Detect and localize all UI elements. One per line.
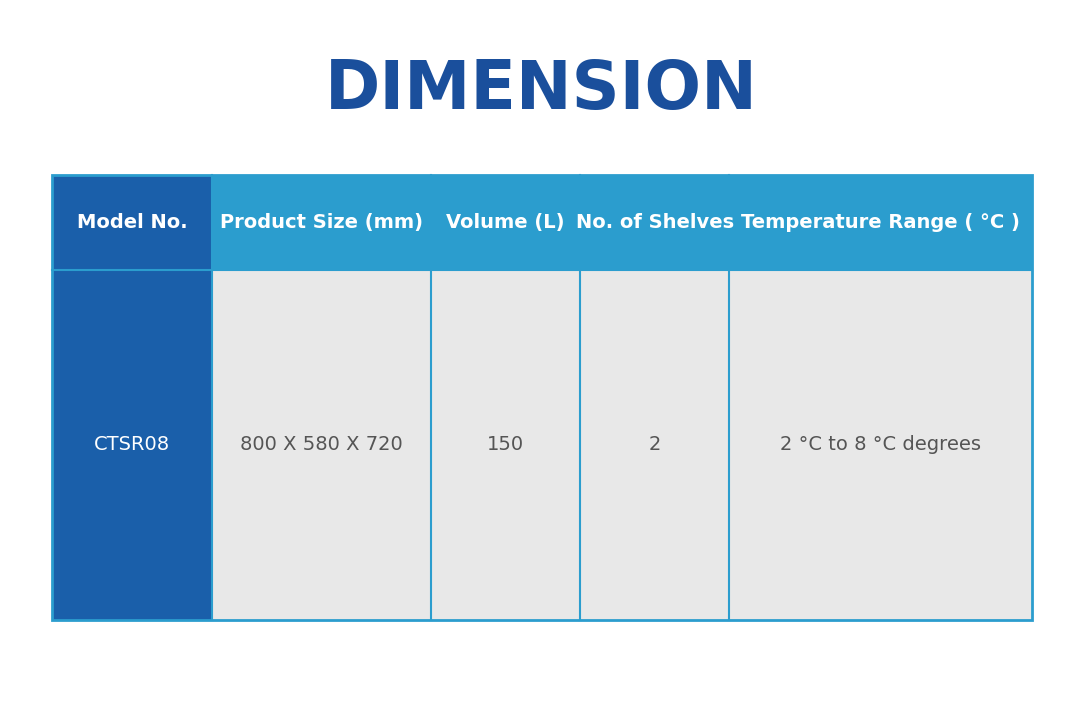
Text: DIMENSION: DIMENSION xyxy=(325,57,758,123)
Bar xyxy=(431,175,580,270)
Bar xyxy=(52,270,212,620)
Bar xyxy=(729,175,1032,270)
Text: No. of Shelves: No. of Shelves xyxy=(576,213,734,232)
Text: 2: 2 xyxy=(649,435,661,455)
Text: CTSR08: CTSR08 xyxy=(94,435,170,455)
Bar xyxy=(431,270,580,620)
Bar xyxy=(580,175,729,270)
Bar xyxy=(729,270,1032,620)
Text: Model No.: Model No. xyxy=(77,213,187,232)
Bar xyxy=(212,270,431,620)
Bar xyxy=(580,270,729,620)
Bar xyxy=(52,175,1032,620)
Text: 2 °C to 8 °C degrees: 2 °C to 8 °C degrees xyxy=(780,435,981,455)
Bar xyxy=(212,175,431,270)
Bar xyxy=(52,175,212,270)
Text: Product Size (mm): Product Size (mm) xyxy=(220,213,423,232)
Text: Volume (L): Volume (L) xyxy=(446,213,565,232)
Text: Temperature Range ( °C ): Temperature Range ( °C ) xyxy=(741,213,1020,232)
Text: 150: 150 xyxy=(487,435,524,455)
Text: 800 X 580 X 720: 800 X 580 X 720 xyxy=(240,435,403,455)
